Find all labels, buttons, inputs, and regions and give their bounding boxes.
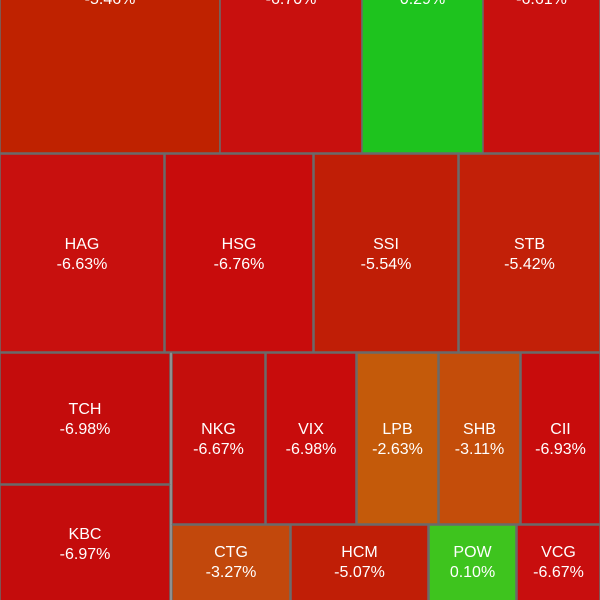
tile-change: -3.11% (455, 441, 505, 458)
tile (265, 352, 357, 525)
tile-name: HAG (65, 236, 100, 253)
tile (0, 484, 171, 600)
tile-change: 0.10% (450, 564, 495, 581)
tile-change: -6.98% (60, 421, 111, 438)
tile-change: -6.67% (533, 564, 584, 581)
tile-name: NKG (201, 421, 236, 438)
tile (219, 0, 363, 154)
tile-name: KBC (69, 526, 102, 543)
tile (171, 524, 291, 600)
tile-name: STB (514, 236, 545, 253)
tile (290, 524, 429, 600)
tile (0, 153, 165, 353)
tile (313, 153, 459, 353)
tile-name: VIX (298, 421, 324, 438)
tile-change: -6.98% (286, 441, 337, 458)
tile-change: -5.46% (85, 0, 136, 8)
tile-change: -6.61% (516, 0, 567, 8)
tile (356, 352, 439, 525)
tile-change: -6.63% (57, 256, 108, 273)
tile-name: HSG (222, 236, 257, 253)
tile (0, 352, 171, 485)
tile-change: -6.93% (535, 441, 586, 458)
tile (171, 352, 266, 525)
tile-name: POW (453, 544, 492, 561)
tile (428, 524, 517, 600)
tile-change: -5.07% (334, 564, 385, 581)
tile-name: TCH (69, 401, 102, 418)
tile-name: CII (550, 421, 570, 438)
tile (458, 153, 600, 353)
tile (361, 0, 484, 154)
tile-name: HCM (341, 544, 377, 561)
tile (0, 0, 221, 154)
tile (438, 352, 521, 525)
tile-name: CTG (214, 544, 248, 561)
tile-name: LPB (382, 421, 412, 438)
tile-change: -6.70% (266, 0, 317, 8)
tile-change: -2.63% (372, 441, 423, 458)
tile-name: SSI (373, 236, 399, 253)
tile (516, 524, 600, 600)
tile-change: -5.42% (504, 256, 555, 273)
tile (482, 0, 600, 154)
tile-name: VCG (541, 544, 576, 561)
tile-name: SHB (463, 421, 496, 438)
tile-change: -5.54% (361, 256, 412, 273)
tile-change: 0.29% (400, 0, 445, 8)
tile-change: -6.67% (193, 441, 244, 458)
tile (164, 153, 314, 353)
tile-change: -6.76% (214, 256, 265, 273)
tile (520, 352, 600, 525)
tile-change: -3.27% (206, 564, 257, 581)
tile-change: -6.97% (60, 546, 111, 563)
